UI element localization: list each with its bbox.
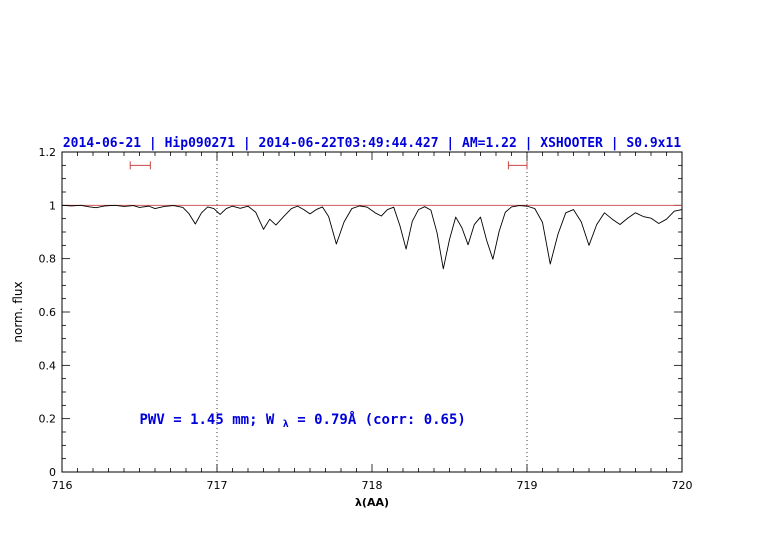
pwv-annotation-prefix: PWV = 1.45 mm; W <box>140 412 275 428</box>
plot-title: 2014-06-21 | Hip090271 | 2014-06-22T03:4… <box>63 136 681 151</box>
x-tick-label: 720 <box>672 479 693 492</box>
tick-labels: 716 717 718 719 720 0 0.2 0.4 0.6 0.8 1 1.2 <box>39 146 693 492</box>
telluric-range-markers <box>129 161 528 170</box>
pwv-annotation-suffix: = 0.79Å (corr: 0.65) <box>297 411 466 428</box>
range-marker <box>129 161 151 170</box>
dotted-guide-lines <box>216 152 528 472</box>
spectrum-line <box>61 204 683 270</box>
y-tick-label: 1 <box>49 199 56 212</box>
y-tick-label: 0.2 <box>39 413 57 426</box>
pwv-annotation: PWV = 1.45 mm; W λ = 0.79Å (corr: 0.65) <box>140 411 466 431</box>
y-tick-label: 0.4 <box>39 359 57 372</box>
x-tick-label: 716 <box>52 479 73 492</box>
x-tick-label: 717 <box>207 479 228 492</box>
y-tick-label: 0.6 <box>39 306 57 319</box>
range-marker <box>507 161 528 170</box>
x-axis-label: λ(AA) <box>355 496 389 509</box>
y-tick-label: 0.8 <box>39 253 57 266</box>
y-tick-label: 0 <box>49 466 56 479</box>
x-tick-label: 719 <box>517 479 538 492</box>
x-tick-label: 718 <box>362 479 383 492</box>
y-tick-label: 1.2 <box>39 146 57 159</box>
y-axis-label: norm. flux <box>11 281 25 342</box>
pwv-annotation-subscript: λ <box>283 419 289 430</box>
